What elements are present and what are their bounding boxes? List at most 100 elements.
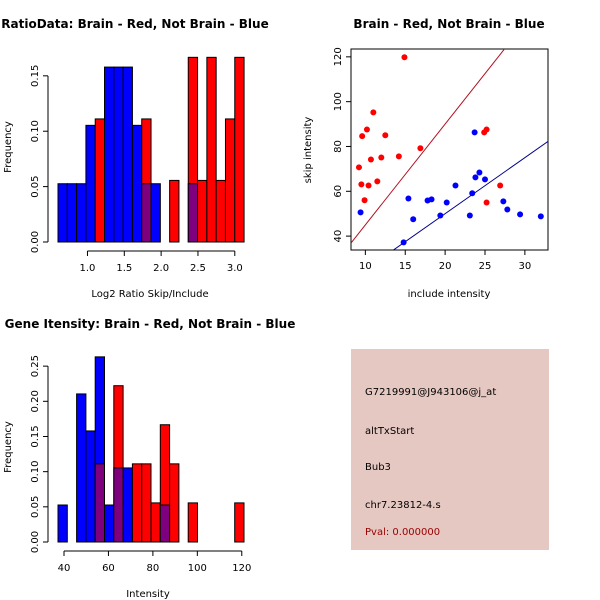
- ratio-x-tick-label: 1.0: [80, 263, 96, 274]
- gene-histogram-xlabel: Intensity: [126, 589, 170, 600]
- gene-bar-not-brain: [85, 430, 96, 543]
- ratio-histogram-bars: [57, 56, 245, 243]
- event-type-text: altTxStart: [365, 426, 414, 437]
- ratio-x-tick-label: 3.0: [227, 263, 243, 274]
- scatter-fit-lines: [351, 49, 548, 250]
- ratio-x-tick-label: 2.5: [190, 263, 206, 274]
- scatter-x-tick-label: 20: [439, 261, 452, 272]
- ratio-bar-brain: [169, 179, 180, 243]
- gene-bar-brain: [141, 463, 152, 543]
- brain-point: [374, 178, 381, 185]
- not-brain-point: [452, 182, 459, 189]
- not-brain-point: [500, 198, 507, 205]
- ratio-bar-brain: [197, 179, 208, 243]
- gene-histogram-title: Gene Itensity: Brain - Red, Not Brain - …: [5, 317, 296, 331]
- brain-point: [483, 199, 490, 206]
- ratio-x-tick-label: 1.5: [116, 263, 132, 274]
- scatter-x-tick-label: 10: [359, 261, 372, 272]
- gene-name-text: Bub3: [365, 462, 391, 473]
- gene-bar-brain: [169, 463, 180, 543]
- ratio-histogram-panel: RatioData: Brain - Red, Not Brain - Blue…: [1, 17, 268, 300]
- gene-y-tick-label: 0.10: [30, 461, 41, 483]
- not-brain-point: [481, 176, 488, 183]
- scatter-title: Brain - Red, Not Brain - Blue: [353, 17, 544, 31]
- scatter-x-tick-label: 30: [519, 261, 532, 272]
- not-brain-point: [443, 199, 450, 206]
- ratio-histogram-ylabel: Frequency: [3, 121, 14, 173]
- ratio-bar-not-brain: [113, 66, 124, 243]
- ratio-bar-brain: [94, 118, 106, 243]
- gene-bar-brain: [131, 463, 143, 543]
- scatter-marks: [351, 49, 548, 250]
- not-brain-point: [405, 195, 412, 202]
- gene-y-tick-label: 0.20: [30, 390, 41, 412]
- ratio-y-tick-label: 0.00: [30, 231, 41, 253]
- not-brain-point: [437, 212, 444, 219]
- not-brain-point: [537, 213, 544, 220]
- brain-point: [497, 182, 504, 189]
- ratio-bar-brain: [224, 118, 236, 243]
- ratio-bar-brain: [234, 56, 245, 243]
- gene-x-tick-label: 40: [58, 563, 71, 574]
- ratio-bar-not-brain: [104, 66, 115, 243]
- gene-y-tick-label: 0.00: [30, 531, 41, 553]
- not-brain-point: [410, 216, 417, 223]
- gene-bar-not-brain: [57, 504, 68, 543]
- gene-bar-overlap: [159, 504, 171, 543]
- ratio-histogram-xlabel: Log2 Ratio Skip/Include: [91, 289, 208, 300]
- gene-x-tick-label: 60: [102, 563, 115, 574]
- scatter-x-tick-label: 25: [479, 261, 492, 272]
- gene-bar-brain: [150, 502, 161, 543]
- scatter-y-tick-label: 80: [333, 140, 344, 153]
- intensity-scatter-panel: Brain - Red, Not Brain - Blue include in…: [303, 17, 549, 300]
- brain-point: [358, 181, 365, 188]
- brain-point: [417, 145, 424, 152]
- not-brain-point: [476, 169, 483, 176]
- not-brain-point: [504, 206, 511, 213]
- scatter-y-tick-label: 40: [333, 230, 344, 243]
- gene-bar-not-brain: [104, 504, 115, 543]
- gene-y-tick-label: 0.05: [30, 496, 41, 518]
- ratio-histogram-axes: 1.0 1.5 2.0 2.5 3.0 0.00 0.05 0.10 0.15: [30, 65, 243, 274]
- brain-point: [359, 133, 366, 140]
- not-brain-point: [466, 212, 473, 219]
- ratio-bar-not-brain: [57, 183, 68, 243]
- not-brain-point: [428, 196, 435, 203]
- scatter-y-tick-label: 120: [333, 47, 344, 66]
- scatter-y-tick-label: 60: [333, 185, 344, 198]
- gene-y-tick-label: 0.25: [30, 355, 41, 377]
- brain-point: [355, 164, 362, 171]
- not-brain-fit-line: [392, 141, 548, 250]
- info-panel: G7219991@J943106@j_at altTxStart Bub3 ch…: [351, 349, 549, 550]
- gene-bar-brain: [234, 502, 245, 543]
- gene-bar-overlap: [94, 463, 105, 543]
- ratio-bar-brain: [206, 56, 217, 243]
- gene-bar-not-brain: [76, 393, 87, 543]
- not-brain-point: [469, 190, 476, 197]
- brain-point: [395, 153, 402, 160]
- ratio-bar-not-brain: [85, 124, 96, 243]
- ratio-y-tick-label: 0.05: [30, 175, 41, 197]
- scatter-x-tick-label: 15: [399, 261, 412, 272]
- not-brain-point: [357, 209, 364, 216]
- not-brain-point: [400, 239, 407, 246]
- ratio-bar-not-brain: [76, 183, 87, 243]
- scatter-y-tick-label: 100: [333, 92, 344, 111]
- not-brain-point: [517, 211, 524, 218]
- gene-bar-brain: [187, 502, 198, 543]
- ratio-bar-not-brain: [122, 66, 133, 243]
- not-brain-point: [471, 129, 478, 136]
- brain-point: [382, 132, 389, 139]
- gene-histogram-panel: Gene Itensity: Brain - Red, Not Brain - …: [3, 317, 295, 600]
- brain-point: [365, 182, 372, 189]
- not-brain-point: [472, 174, 479, 181]
- ratio-histogram-title: RatioData: Brain - Red, Not Brain - Blue: [1, 17, 268, 31]
- probe-id-text: G7219991@J943106@j_at: [365, 387, 496, 398]
- gene-y-tick-label: 0.15: [30, 425, 41, 447]
- scatter-plot-box: [350, 48, 549, 251]
- location-text: chr7.23812-4.s: [365, 500, 441, 511]
- brain-point: [370, 109, 377, 116]
- ratio-bar-overlap: [141, 183, 152, 243]
- gene-x-tick-label: 120: [232, 563, 251, 574]
